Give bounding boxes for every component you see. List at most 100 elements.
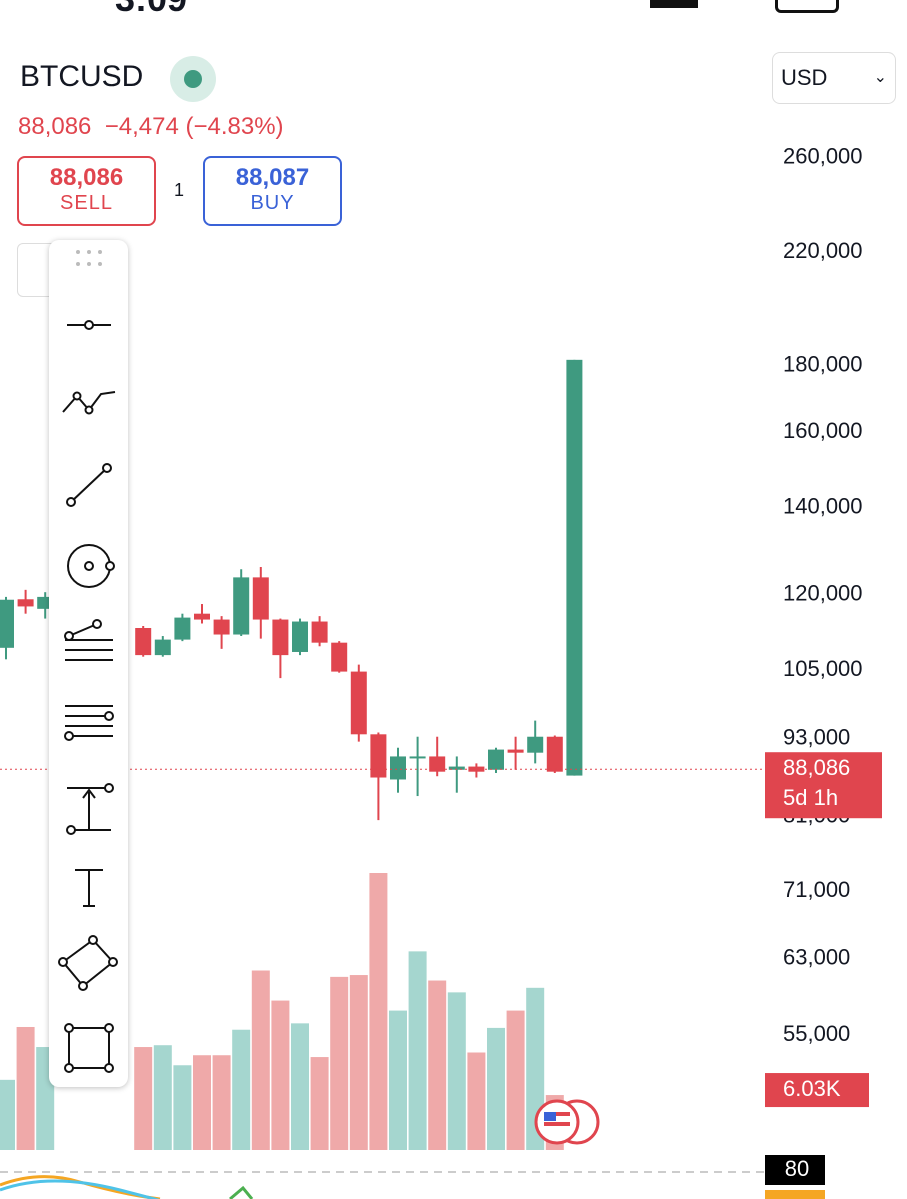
candle-body xyxy=(213,619,230,635)
candle-body xyxy=(566,359,583,776)
candle-body xyxy=(0,599,14,648)
candle-body xyxy=(448,766,465,770)
volume-badge xyxy=(765,1073,869,1108)
volume-bar xyxy=(173,1065,192,1150)
volume-bar xyxy=(349,975,368,1150)
candle-body xyxy=(527,736,544,753)
change: −4,474 xyxy=(104,113,179,140)
volume-bar xyxy=(506,1010,525,1150)
battery-icon xyxy=(775,0,839,13)
tool-fib[interactable] xyxy=(64,619,113,661)
volume-bar xyxy=(212,1055,231,1150)
volume-bar xyxy=(193,1055,211,1150)
volume-bar xyxy=(251,970,270,1150)
candle-body xyxy=(194,613,210,620)
candle-body xyxy=(311,621,328,643)
y-tick-label: 71,000 xyxy=(783,877,850,902)
y-tick-label: 140,000 xyxy=(783,493,863,518)
candle-body xyxy=(272,619,289,656)
symbol: BTCUSD xyxy=(20,60,144,93)
tool-parallel[interactable] xyxy=(64,705,114,741)
volume-bar xyxy=(310,1057,329,1150)
quantity: 1 xyxy=(174,180,185,200)
tool-rectangle[interactable] xyxy=(64,1023,114,1073)
volume-label: 6.03K xyxy=(783,1076,841,1101)
last-price-badge xyxy=(765,752,882,819)
candle-body xyxy=(331,642,348,672)
volume-bar xyxy=(271,1000,290,1150)
candle-body xyxy=(546,736,563,772)
y-tick-label: 180,000 xyxy=(783,351,863,376)
volume-bar xyxy=(134,1047,153,1150)
tool-path[interactable] xyxy=(62,391,116,415)
volume-bar xyxy=(487,1027,505,1150)
sell-label: SELL xyxy=(60,192,113,214)
tool-text[interactable] xyxy=(75,869,103,907)
tool-circle[interactable] xyxy=(67,544,115,588)
last-price-label: 88,086 xyxy=(783,755,850,780)
sell-button[interactable]: 88,086 SELL xyxy=(17,156,156,226)
buy-label: BUY xyxy=(250,192,295,214)
currency-select[interactable]: USD ⌄ xyxy=(772,52,896,104)
candle-body xyxy=(507,749,524,753)
volume-bar xyxy=(291,1023,309,1150)
status-time: 3:09 xyxy=(115,0,187,20)
volume-bar xyxy=(369,873,388,1150)
event-flags[interactable] xyxy=(532,1098,602,1148)
tool-trend-line[interactable] xyxy=(66,463,112,507)
y-tick-label: 120,000 xyxy=(783,580,863,605)
currency: USD xyxy=(781,65,828,90)
candle-body xyxy=(390,756,406,780)
buy-button[interactable]: 88,087 BUY xyxy=(203,156,342,226)
volume-bar xyxy=(389,1010,407,1150)
tool-rotated-rect[interactable] xyxy=(58,935,118,991)
indicator-badge xyxy=(765,1155,825,1185)
volume-bar xyxy=(428,980,447,1150)
buy-price: 88,087 xyxy=(235,164,310,191)
y-tick-label: 63,000 xyxy=(783,944,850,969)
price-line: 88,086 −4,474 (−4.83%) xyxy=(18,113,284,141)
signal-icon xyxy=(650,0,698,8)
volume-bar xyxy=(0,1079,15,1150)
toolbar-icons xyxy=(58,250,118,1073)
drag-handle xyxy=(76,250,102,266)
change-pct: (−4.83%) xyxy=(185,113,284,140)
y-tick-label: 105,000 xyxy=(783,656,863,681)
y-tick-label: 55,000 xyxy=(783,1021,850,1046)
volume-bar xyxy=(153,1045,172,1150)
price: 88,086 xyxy=(18,113,92,140)
countdown: 5d 1h xyxy=(783,785,838,810)
candle-body xyxy=(135,627,152,656)
candle-body xyxy=(154,639,171,656)
candle-body xyxy=(37,596,54,609)
volume-bar xyxy=(330,976,349,1150)
y-tick-label: 160,000 xyxy=(783,418,863,443)
candle-body xyxy=(233,577,250,635)
candle-body xyxy=(17,599,34,607)
candle-body xyxy=(252,577,269,620)
volume-bar xyxy=(232,1029,251,1150)
candle-body xyxy=(350,671,367,735)
indicator-label: 80 xyxy=(785,1156,809,1181)
drawing-toolbar xyxy=(49,240,128,1087)
candle-body xyxy=(174,617,191,640)
candle-body xyxy=(292,621,308,652)
tool-measure[interactable] xyxy=(66,783,114,835)
sell-price: 88,086 xyxy=(49,164,124,191)
indicator-curve xyxy=(0,1179,161,1199)
status-dot xyxy=(170,56,216,102)
volume-bar xyxy=(467,1052,486,1150)
candle-body xyxy=(488,749,504,770)
candle-body xyxy=(370,734,387,778)
y-tick-label: 93,000 xyxy=(783,724,850,749)
candle-body xyxy=(409,756,426,759)
volume-bar xyxy=(408,951,427,1150)
volume-bar xyxy=(16,1026,35,1150)
y-tick-label: 260,000 xyxy=(783,144,863,169)
y-tick-label: 220,000 xyxy=(783,238,863,263)
tool-horizontal-ray[interactable] xyxy=(67,320,111,330)
indicator-badge xyxy=(765,1190,825,1199)
chevron: ⌄ xyxy=(873,69,887,86)
